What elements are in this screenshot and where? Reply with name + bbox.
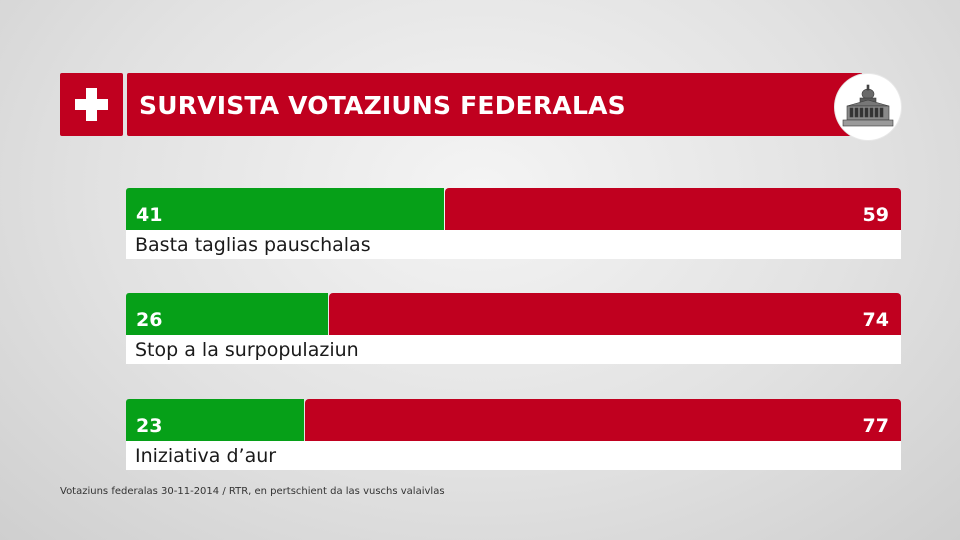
title-bar: SURVISTA VOTAZIUNS FEDERALAS [127,73,862,136]
bar-no [329,293,901,335]
value-label-yes: 26 [136,309,163,331]
value-label-yes: 23 [136,415,163,437]
flag-cross-vertical [86,88,97,121]
bar-no [305,399,901,441]
chart-row: 23 77 Iniziativa d’aur [126,399,901,470]
value-label-no: 74 [862,309,889,331]
value-label-no: 59 [862,204,889,226]
bar-yes [126,293,328,335]
category-label: Basta taglias pauschalas [135,234,371,256]
bar-no [445,188,901,230]
value-label-yes: 41 [136,204,163,226]
federal-palace-icon [835,74,901,140]
chart-row: 26 74 Stop a la surpopulaziun [126,293,901,364]
category-label: Stop a la surpopulaziun [135,339,359,361]
chart-title: SURVISTA VOTAZIUNS FEDERALAS [139,91,626,120]
label-strip: Iniziativa d’aur [126,441,901,470]
label-strip: Basta taglias pauschalas [126,230,901,259]
bar-yes [126,399,304,441]
category-label: Iniziativa d’aur [135,445,277,467]
bar-track: 26 74 [126,293,901,335]
value-label-no: 77 [862,415,889,437]
chart-row: 41 59 Basta taglias pauschalas [126,188,901,259]
swiss-flag-icon [60,73,123,136]
bar-yes [126,188,444,230]
label-strip: Stop a la surpopulaziun [126,335,901,364]
bar-track: 23 77 [126,399,901,441]
bar-track: 41 59 [126,188,901,230]
source-footnote: Votaziuns federalas 30-11-2014 / RTR, en… [60,486,445,497]
